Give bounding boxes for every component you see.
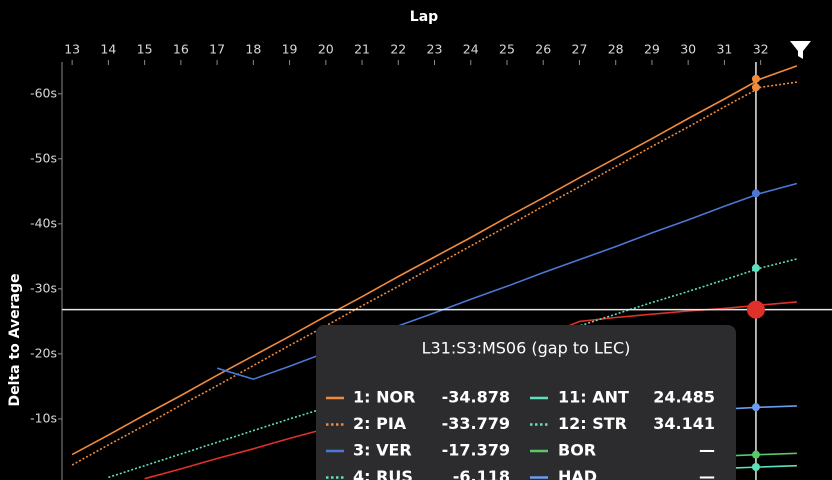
x-tick-label: 18 [245,42,261,57]
tooltip-gap: 24.485 [653,388,715,407]
tooltip-name: BOR [558,441,596,460]
tooltip-gap: -34.878 [442,388,510,407]
x-tick-label: 25 [499,42,515,57]
x-axis-title: Lap [410,9,438,25]
x-tick-label: 26 [535,42,551,57]
x-tick-label: 31 [716,42,732,57]
tooltip-name: 3: VER [353,441,412,460]
filter-button[interactable] [790,41,811,59]
tooltip-gap: -33.779 [442,414,510,433]
y-axis-title: Delta to Average [7,274,23,407]
tooltip-gap: — [699,441,715,460]
x-tick-label: 19 [282,42,298,57]
x-tick-label: 29 [644,42,660,57]
x-tick-label: 22 [390,42,406,57]
cursor [62,62,832,480]
series-line [216,182,798,381]
tooltip-name: 12: STR [558,414,627,433]
x-tick-label: 15 [137,42,153,57]
y-tick-label: -20s [30,345,57,360]
series-line [724,464,797,470]
x-tick-label: 23 [427,42,443,57]
series-point [751,403,760,412]
series-line [724,405,797,410]
x-tick-label: 30 [680,42,696,57]
y-tick-label: -60s [30,85,57,100]
y-tick-label: -10s [30,410,57,425]
tooltip-name: 4: RUS [353,467,413,480]
tooltip-gap: -17.379 [442,441,510,460]
series-point [751,74,760,83]
y-tick-label: -30s [30,280,57,295]
series-point [751,189,760,198]
x-tick-label: 32 [753,42,769,57]
series-line [71,81,798,466]
tooltip: L31:S3:MS06 (gap to LEC) 1: NOR -34.878 2:… [316,325,736,480]
y-tick-label: -40s [30,215,57,230]
tooltip-gap: — [699,467,715,480]
x-tick-label: 13 [64,42,80,57]
x-tick-label: 21 [354,42,370,57]
tooltip-box [316,325,736,480]
series-point [751,83,760,92]
x-tick-label: 20 [318,42,334,57]
tooltip-name: HAD [558,467,597,480]
x-tick-label: 24 [463,42,479,57]
x-tick-label: 28 [608,42,624,57]
filter-icon[interactable] [790,41,811,59]
x-tick-label: 16 [173,42,189,57]
tooltip-gap: 34.141 [653,414,715,433]
y-tick-label: -50s [30,150,57,165]
series-point [751,450,760,459]
series-point [751,462,760,471]
x-tick-label: 14 [100,42,116,57]
tooltip-name: 1: NOR [353,388,415,407]
series-point [751,264,760,273]
series-line [71,65,798,456]
cursor-point [746,300,765,319]
x-tick-label: 27 [572,42,588,57]
x-tick-label: 17 [209,42,225,57]
tooltip-gap: -6.118 [453,467,510,480]
tooltip-name: 11: ANT [558,388,629,407]
series-line [724,452,797,457]
tooltip-title: L31:S3:MS06 (gap to LEC) [422,339,631,358]
tooltip-name: 2: PIA [353,414,407,433]
